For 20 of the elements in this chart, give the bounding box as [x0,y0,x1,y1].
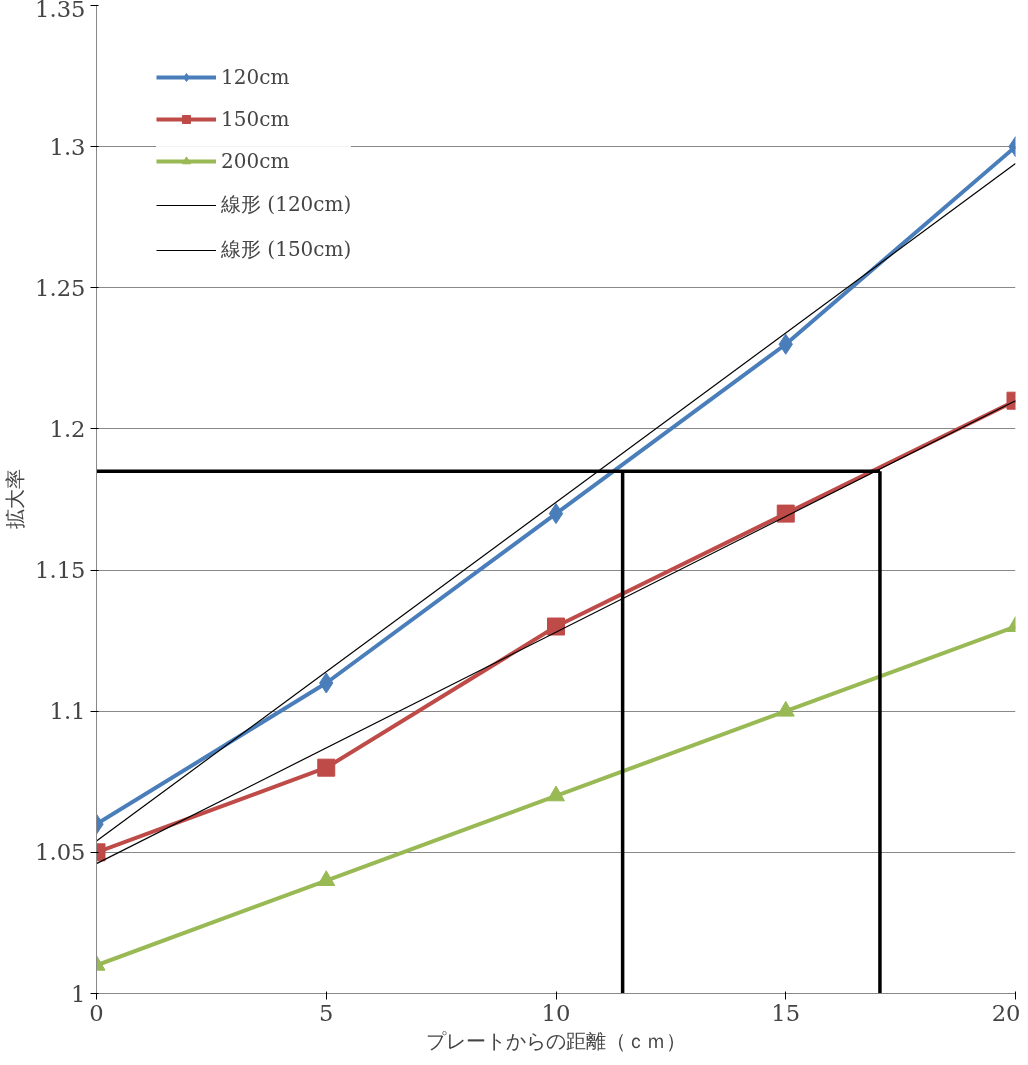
legend-label: 120cm [221,65,290,89]
legend-label: 200cm [221,149,290,173]
x-tick-label: 20 [991,999,1021,1026]
legend-label: 線形 (150cm) [221,236,352,263]
x-tick-label: 5 [319,999,334,1026]
y-tick-label: 1.35 [35,0,86,22]
legend-label: 線形 (120cm) [221,191,352,218]
y-axis-title: 拡大率 [3,469,28,530]
y-tick-label: 1.25 [35,274,86,301]
x-axis-title: プレートからの距離（ｃｍ） [426,1028,686,1053]
y-tick-label: 1.3 [49,133,86,160]
y-tick-label: 1.15 [35,557,86,584]
x-tick-label: 10 [541,999,571,1026]
y-tick-label: 1.2 [49,415,86,442]
x-tick-label: 0 [89,999,104,1026]
y-tick-label: 1 [71,980,86,1007]
y-tick-label: 1.05 [35,839,86,866]
x-tick-label: 15 [771,999,801,1026]
y-tick-label: 1.1 [49,698,86,725]
legend-label: 150cm [221,107,290,131]
